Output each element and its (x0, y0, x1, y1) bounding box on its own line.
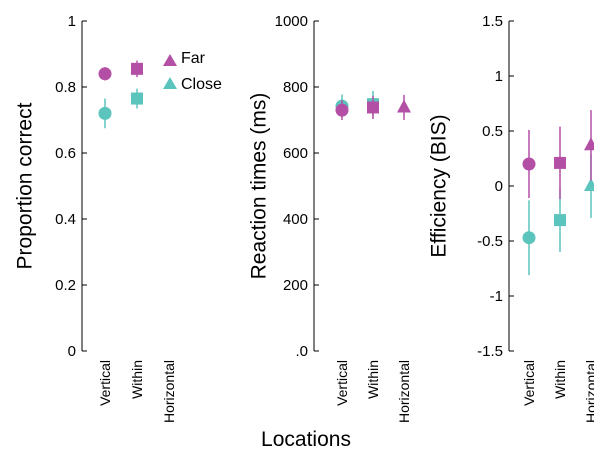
far-point (584, 137, 594, 151)
y-axis-label: Proportion correct (14, 102, 37, 269)
category-label: Within (552, 360, 568, 399)
y-tick-label: 0.2 (55, 277, 76, 294)
legend-item-far: Far (163, 50, 206, 67)
legend: Far Close (163, 50, 222, 93)
y-tick-label: 0 (495, 178, 503, 195)
y-tick-label: 0.4 (55, 211, 76, 228)
far-point (131, 62, 143, 75)
y-tick-label: 1.5 (482, 13, 503, 30)
far-point (367, 101, 379, 114)
panel-2: .0 200 400 600 800 1000 Reaction times (ms) Ver… (248, 13, 412, 423)
panel-3: -1.5 -1 -0.5 0 0.5 1 1.5 Efficiency (BIS) Vertic… (428, 13, 594, 423)
close-point (554, 214, 566, 227)
close-point (522, 231, 536, 245)
legend-close-label: Close (181, 76, 222, 93)
y-tick-label: 200 (283, 277, 308, 294)
far-point (554, 156, 566, 169)
y-axis-label: Efficiency (BIS) (428, 114, 451, 257)
close-point (98, 106, 112, 120)
y-tick-label: 0.5 (482, 123, 503, 140)
y-tick-label: 400 (283, 211, 308, 228)
y-tick-label: -1 (490, 288, 503, 305)
y-tick-label: 0.6 (55, 145, 76, 162)
y-tick-label: 800 (283, 79, 308, 96)
category-label: Vertical (334, 360, 350, 406)
far-point (522, 157, 536, 171)
legend-far-marker (163, 54, 177, 66)
category-label: Within (365, 360, 381, 399)
panels: 0 0.2 0.4 0.6 0.8 1 Proportion correct Vertical… (14, 13, 594, 423)
y-tick-label: 0.8 (55, 79, 76, 96)
category-label: Horizontal (583, 360, 594, 423)
category-label: Vertical (97, 360, 113, 406)
category-label: Within (129, 360, 145, 399)
category-label: Horizontal (161, 360, 177, 423)
close-point (584, 178, 594, 191)
y-tick-label: 1 (68, 13, 76, 30)
y-tick-label: 0 (68, 343, 76, 360)
legend-item-close: Close (163, 76, 222, 93)
y-axis-label: Reaction times (ms) (248, 93, 271, 280)
legend-far-label: Far (181, 50, 206, 67)
legend-close-marker (163, 77, 177, 89)
y-tick-label: .0 (295, 343, 308, 360)
far-point (335, 103, 349, 117)
y-tick-label: -0.5 (477, 233, 503, 250)
y-tick-label: -1.5 (477, 343, 503, 360)
panel-1: 0 0.2 0.4 0.6 0.8 1 Proportion correct Vertical… (14, 13, 177, 423)
far-point (397, 99, 411, 113)
y-tick-label: 600 (283, 145, 308, 162)
close-point (131, 92, 143, 105)
x-axis-label: Locations (261, 428, 351, 451)
y-tick-label: 1 (495, 68, 503, 85)
y-tick-label: 1000 (275, 13, 308, 30)
far-point (98, 67, 112, 81)
category-label: Vertical (521, 360, 537, 406)
category-label: Horizontal (396, 360, 412, 423)
